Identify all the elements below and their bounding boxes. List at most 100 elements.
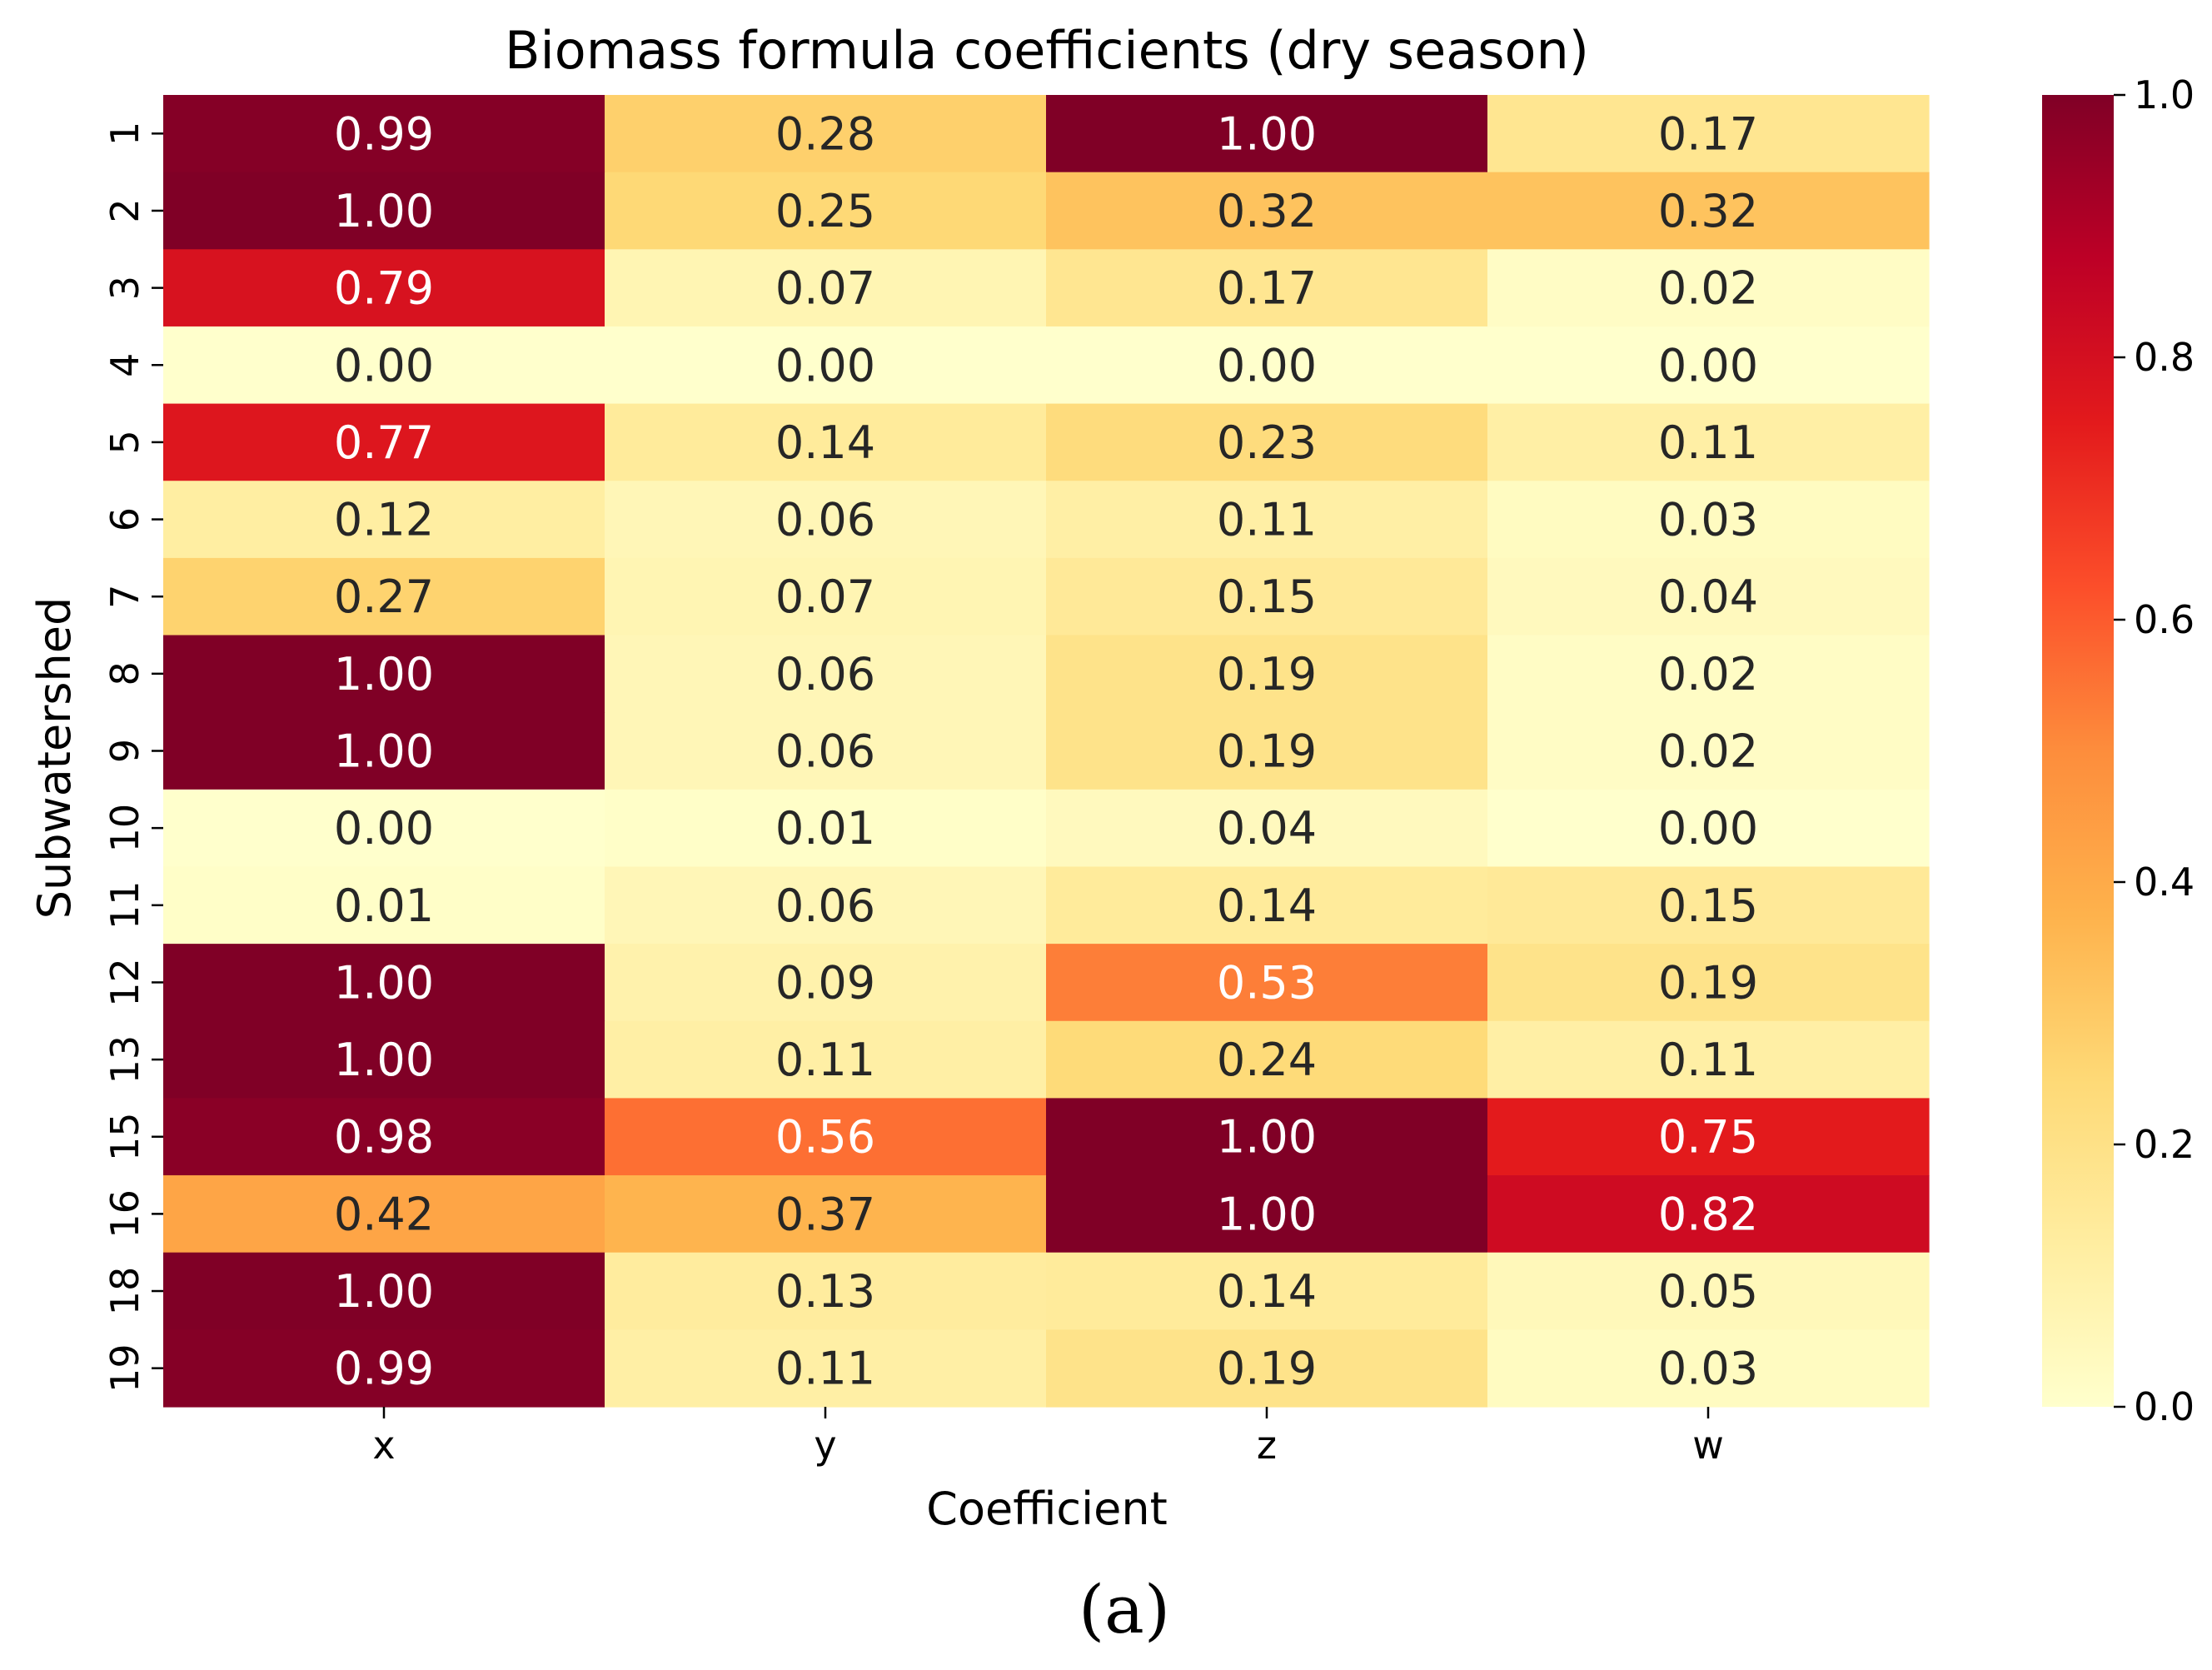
heatmap-cell bbox=[163, 1329, 605, 1408]
cell-value-label: 0.17 bbox=[1217, 262, 1317, 315]
cell-value-label: 0.37 bbox=[775, 1188, 875, 1240]
heatmap-cell bbox=[163, 789, 605, 868]
cell-value-label: 0.00 bbox=[775, 339, 875, 391]
cell-value-label: 0.03 bbox=[1658, 1343, 1758, 1395]
cell-value-label: 0.19 bbox=[1217, 1343, 1317, 1395]
cell-value-label: 0.06 bbox=[775, 880, 875, 932]
y-tick-label: 13 bbox=[102, 1035, 147, 1084]
heatmap-cell bbox=[1487, 635, 1930, 713]
heatmap-cell-labels: 0.99 0.28 1.00 0.17 1.00 0.25 0.32 0.32 0.79 0.07… bbox=[334, 107, 1758, 1394]
cell-value-label: 0.11 bbox=[1658, 416, 1758, 469]
cell-value-label: 0.32 bbox=[1217, 185, 1317, 237]
cell-value-label: 0.75 bbox=[1658, 1111, 1758, 1164]
cell-value-label: 0.77 bbox=[334, 416, 434, 469]
cell-value-label: 0.02 bbox=[1658, 648, 1758, 700]
cell-value-label: 0.00 bbox=[1658, 339, 1758, 391]
y-tick-label: 6 bbox=[102, 507, 147, 531]
heatmap-cell bbox=[605, 1252, 1047, 1330]
colorbar-tick-label: 1.0 bbox=[2134, 72, 2195, 117]
cell-value-label: 0.12 bbox=[334, 494, 434, 546]
y-tick-label: 2 bbox=[102, 198, 147, 222]
colorbar-tick-label: 0.8 bbox=[2134, 335, 2195, 380]
heatmap-cell bbox=[605, 866, 1047, 945]
heatmap-cells bbox=[163, 95, 1930, 1408]
cell-value-label: 0.06 bbox=[775, 725, 875, 778]
heatmap-cell bbox=[1487, 944, 1930, 1022]
cell-value-label: 0.13 bbox=[775, 1265, 875, 1318]
colorbar-tick-label: 0.4 bbox=[2134, 860, 2195, 905]
cell-value-label: 0.24 bbox=[1217, 1034, 1317, 1086]
cell-value-label: 0.14 bbox=[1217, 880, 1317, 932]
cell-value-label: 0.02 bbox=[1658, 725, 1758, 778]
cell-value-label: 0.19 bbox=[1658, 956, 1758, 1009]
cell-value-label: 0.07 bbox=[775, 262, 875, 315]
heatmap-cell bbox=[163, 249, 605, 327]
heatmap-cell bbox=[1487, 712, 1930, 790]
heatmap-cell bbox=[1487, 95, 1930, 173]
heatmap-cell bbox=[605, 481, 1047, 559]
cell-value-label: 0.28 bbox=[775, 107, 875, 160]
heatmap-cell bbox=[605, 944, 1047, 1022]
cell-value-label: 0.98 bbox=[334, 1111, 434, 1164]
cell-value-label: 0.06 bbox=[775, 494, 875, 546]
cell-value-label: 0.06 bbox=[775, 648, 875, 700]
heatmap-cell bbox=[605, 1020, 1047, 1099]
heatmap-cell bbox=[1046, 95, 1488, 173]
cell-value-label: 0.15 bbox=[1658, 880, 1758, 932]
heatmap-cell bbox=[163, 635, 605, 713]
heatmap-cell bbox=[1046, 944, 1488, 1022]
heatmap-cell bbox=[1487, 249, 1930, 327]
heatmap-cell bbox=[605, 635, 1047, 713]
y-tick-label: 4 bbox=[102, 353, 147, 377]
x-tick-label: y bbox=[814, 1423, 836, 1468]
heatmap-cell bbox=[1487, 789, 1930, 868]
heatmap-cell bbox=[163, 172, 605, 250]
heatmap-cell bbox=[163, 712, 605, 790]
heatmap-cell bbox=[605, 95, 1047, 173]
heatmap-cell bbox=[1487, 326, 1930, 405]
heatmap-cell bbox=[1046, 1175, 1488, 1254]
cell-value-label: 1.00 bbox=[334, 1034, 434, 1086]
cell-value-label: 1.00 bbox=[334, 725, 434, 778]
heatmap-cell bbox=[1046, 1329, 1488, 1408]
y-tick-label: 11 bbox=[102, 881, 147, 930]
cell-value-label: 0.53 bbox=[1217, 956, 1317, 1009]
cell-value-label: 0.25 bbox=[775, 185, 875, 237]
heatmap-cell bbox=[1487, 866, 1930, 945]
cell-value-label: 0.07 bbox=[775, 571, 875, 623]
colorbar bbox=[2042, 95, 2114, 1407]
cell-value-label: 0.99 bbox=[334, 1343, 434, 1395]
y-tick-label: 7 bbox=[102, 585, 147, 609]
heatmap-cell bbox=[1046, 1098, 1488, 1176]
heatmap-cell bbox=[605, 1175, 1047, 1254]
cell-value-label: 1.00 bbox=[334, 1265, 434, 1318]
y-tick-label: 1 bbox=[102, 122, 147, 146]
heatmap-cell bbox=[605, 712, 1047, 790]
heatmap-cell bbox=[605, 557, 1047, 636]
heatmap-cell bbox=[1046, 557, 1488, 636]
y-tick-label: 15 bbox=[102, 1112, 147, 1161]
cell-value-label: 0.02 bbox=[1658, 262, 1758, 315]
heatmap-cell bbox=[1046, 789, 1488, 868]
y-tick-label: 3 bbox=[102, 276, 147, 300]
heatmap-cell bbox=[1487, 1098, 1930, 1176]
x-tick-label: w bbox=[1692, 1423, 1724, 1468]
heatmap-cell bbox=[163, 481, 605, 559]
heatmap-cell bbox=[1487, 1020, 1930, 1099]
cell-value-label: 0.11 bbox=[775, 1343, 875, 1395]
colorbar-tick-label: 0.2 bbox=[2134, 1122, 2195, 1167]
cell-value-label: 0.14 bbox=[775, 416, 875, 469]
cell-value-label: 0.05 bbox=[1658, 1265, 1758, 1318]
heatmap-cell bbox=[1046, 249, 1488, 327]
heatmap-cell bbox=[1046, 172, 1488, 250]
cell-value-label: 0.19 bbox=[1217, 725, 1317, 778]
heatmap-cell bbox=[1487, 172, 1930, 250]
heatmap-cell bbox=[1046, 481, 1488, 559]
cell-value-label: 1.00 bbox=[1217, 1111, 1317, 1164]
heatmap-cell bbox=[163, 403, 605, 481]
y-tick-label: 19 bbox=[102, 1343, 147, 1393]
heatmap-cell bbox=[1487, 557, 1930, 636]
cell-value-label: 0.04 bbox=[1658, 571, 1758, 623]
cell-value-label: 0.79 bbox=[334, 262, 434, 315]
heatmap-cell bbox=[605, 789, 1047, 868]
